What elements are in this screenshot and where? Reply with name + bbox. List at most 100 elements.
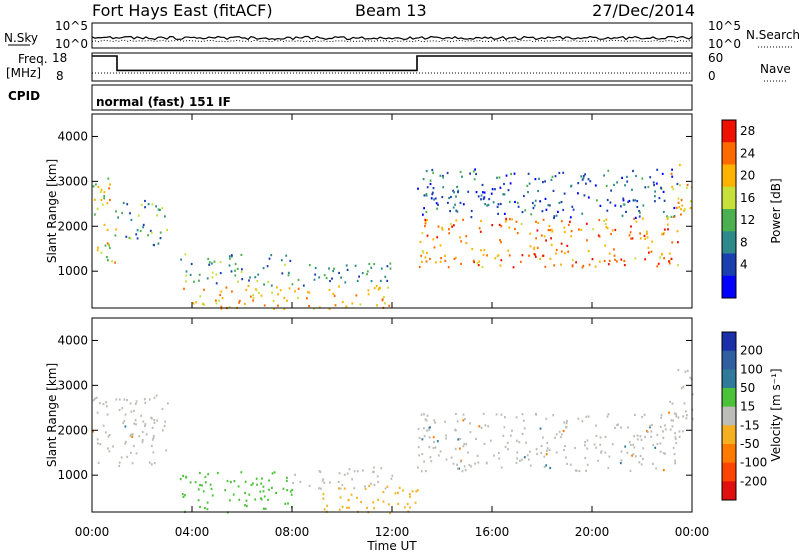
velocity-cell [629, 469, 632, 472]
power-cell [121, 211, 123, 215]
velocity-cell [380, 467, 383, 470]
velocity-cell [141, 439, 144, 442]
velocity-cell [150, 416, 153, 419]
power-cell [667, 216, 670, 219]
velocity-cell [509, 434, 512, 437]
velocity-cell [339, 496, 342, 499]
power-cell [480, 194, 483, 197]
velocity-cell [455, 429, 457, 432]
velocity-cell [452, 462, 455, 465]
power-cell [651, 240, 654, 243]
power-cell [498, 223, 501, 226]
power-cell [225, 286, 228, 289]
velocity-cell [122, 422, 125, 425]
power-cell [520, 222, 523, 226]
power-cell [203, 288, 205, 291]
velocity-cell [153, 462, 156, 465]
power-cell [193, 280, 195, 283]
power-cell [106, 242, 109, 245]
velocity-cell [211, 494, 214, 497]
power-cell [203, 303, 205, 306]
velocity-cell [151, 426, 154, 429]
power-cell [685, 186, 688, 189]
velocity-cell [565, 421, 568, 425]
power-cell [271, 291, 273, 294]
velocity-cell [546, 447, 549, 450]
power-cell [287, 274, 290, 277]
velocity-ylabel: Slant Range [km] [45, 363, 59, 467]
power-cell [587, 178, 590, 181]
power-cell [614, 258, 616, 261]
velocity-cell [469, 431, 472, 434]
power-cell [313, 307, 315, 310]
power-cell [147, 234, 149, 237]
power-colorbar-segment [722, 275, 736, 299]
velocity-cell [559, 436, 562, 439]
velocity-cell [629, 443, 632, 447]
power-cell [680, 213, 682, 216]
power-cell [94, 213, 96, 216]
velocity-cell [430, 460, 433, 463]
velocity-cell [450, 456, 453, 459]
power-cell [663, 232, 665, 235]
power-cell [436, 207, 438, 210]
velocity-cell [574, 469, 577, 472]
power-cell [150, 231, 153, 234]
velocity-cell [493, 454, 495, 457]
velocity-cell [516, 457, 518, 460]
velocity-cell [107, 447, 109, 450]
power-cell [632, 169, 634, 173]
velocity-cell [429, 456, 432, 459]
velocity-cell [627, 426, 629, 429]
power-cell [431, 193, 434, 196]
power-cell [491, 224, 494, 227]
velocity-cell [662, 452, 665, 455]
velocity-cell [555, 451, 558, 454]
velocity-cell [346, 506, 348, 509]
power-cell [472, 259, 475, 262]
power-cell [423, 207, 425, 210]
power-cell [537, 189, 539, 193]
power-cell [673, 206, 676, 210]
velocity-cell [262, 490, 265, 493]
freq-tick-low: 8 [56, 69, 64, 83]
power-cell [192, 302, 195, 305]
power-cell [533, 247, 535, 251]
velocity-cell [519, 459, 521, 462]
power-cell [155, 205, 157, 208]
velocity-cell [129, 434, 132, 437]
power-cell [608, 252, 611, 255]
power-cell [606, 227, 609, 230]
velocity-cell [434, 446, 437, 449]
power-cell [513, 172, 516, 175]
power-cell [417, 187, 419, 190]
power-cell [642, 204, 645, 207]
power-cell [184, 253, 187, 256]
velocity-cell [445, 434, 447, 437]
power-cell [508, 200, 511, 203]
power-cell [266, 265, 269, 268]
velocity-cell [368, 484, 371, 487]
power-cell [115, 228, 118, 231]
velocity-cell [287, 502, 289, 505]
power-cell [484, 203, 486, 206]
power-cell [621, 214, 624, 217]
power-cell [555, 214, 558, 217]
power-cell [368, 262, 371, 266]
power-cell [676, 182, 679, 186]
power-cell [569, 220, 571, 223]
velocity-cell [350, 493, 353, 496]
velocity-cell [685, 417, 688, 420]
power-cell [425, 210, 428, 213]
power-cell [655, 182, 658, 185]
velocity-cell [604, 435, 607, 438]
velocity-cell [229, 499, 231, 502]
nsearch-tick-high: 10^5 [708, 19, 741, 33]
velocity-cell [444, 420, 446, 423]
power-cell [577, 192, 579, 195]
velocity-cell [662, 436, 665, 439]
velocity-cell [102, 424, 105, 427]
velocity-cell [500, 466, 503, 469]
power-cell [644, 258, 647, 261]
velocity-cell [197, 499, 200, 502]
